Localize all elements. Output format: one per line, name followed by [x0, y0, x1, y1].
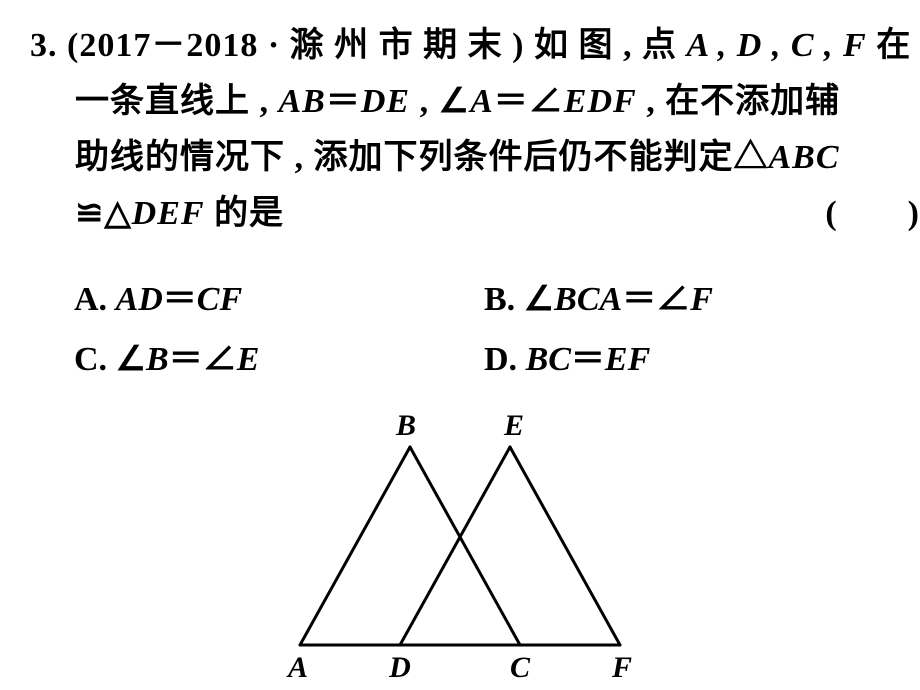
geometry-figure: B E A D C F — [260, 395, 660, 685]
stem-2a: 一条直线上 , — [75, 83, 279, 120]
stem-2d: , 在不添加辅 — [637, 83, 841, 120]
stem-1-suffix: 在 — [867, 27, 912, 64]
option-b-label: B. — [484, 281, 524, 318]
svg-text:D: D — [388, 651, 411, 684]
triangle-2: DEF — [132, 195, 205, 232]
stem-4b: 的是 — [205, 195, 285, 232]
figure-svg: B E A D C F — [260, 395, 660, 685]
stem-2b: , ∠ — [410, 83, 470, 120]
option-a-m: ＝ — [163, 281, 197, 318]
svg-text:A: A — [286, 651, 308, 684]
svg-text:C: C — [510, 651, 531, 684]
stem-1-prefix: (2017－2018 · 滁 州 市 期 末 ) 如 图 , 点 — [67, 27, 686, 64]
eq1-m: ＝ — [326, 83, 361, 120]
triangle-1: ABC — [769, 139, 840, 176]
stem-line-2: 一条直线上 , AB＝DE , ∠A＝∠EDF , 在不添加辅 — [30, 74, 900, 130]
page: 3. (2017－2018 · 滁 州 市 期 末 ) 如 图 , 点 A , … — [0, 0, 920, 690]
stem-4-left: ≌△DEF 的是 — [75, 186, 284, 242]
option-d-m: ＝ — [571, 341, 605, 378]
option-c-r: E — [237, 341, 260, 378]
options-row-2: C. ∠B＝∠E D. BC＝EF — [74, 330, 894, 390]
option-d-label: D. — [484, 341, 526, 378]
ang2: EDF — [564, 83, 637, 120]
option-d[interactable]: D. BC＝EF — [484, 330, 894, 390]
option-a-l: AD — [116, 281, 163, 318]
option-a[interactable]: A. AD＝CF — [74, 270, 484, 330]
figure-labels: B E A D C F — [286, 409, 632, 684]
svg-text:E: E — [503, 409, 524, 442]
option-b-l: BCA — [554, 281, 622, 318]
options-row-1: A. AD＝CF B. ∠BCA＝∠F — [74, 270, 894, 330]
option-b-r: F — [690, 281, 713, 318]
option-c-m: ＝∠ — [169, 341, 237, 378]
stem-4a: ≌△ — [75, 195, 132, 232]
question-number: 3. — [30, 27, 58, 64]
option-a-r: CF — [197, 281, 242, 318]
figure-lines — [300, 447, 620, 645]
option-c-l: B — [146, 341, 169, 378]
answer-blank: ( ) — [825, 186, 920, 242]
stem-1-points: A , D , C , F — [686, 27, 866, 64]
option-d-l: BC — [526, 341, 571, 378]
eq1-r: DE — [361, 83, 410, 120]
option-a-label: A. — [74, 281, 116, 318]
option-c-label: C. — [74, 341, 116, 378]
option-d-r: EF — [605, 341, 650, 378]
ang1: A — [470, 83, 494, 120]
eq1-l: AB — [279, 83, 326, 120]
option-c[interactable]: C. ∠B＝∠E — [74, 330, 484, 390]
stem-line-3: 助线的情况下 , 添加下列条件后仍不能判定△ABC — [30, 130, 900, 186]
stem-3a: 助线的情况下 , 添加下列条件后仍不能判定△ — [75, 139, 769, 176]
svg-text:B: B — [395, 409, 416, 442]
stem-2c: ＝∠ — [494, 83, 564, 120]
option-c-pre: ∠ — [116, 341, 146, 378]
option-b-m: ＝∠ — [622, 281, 690, 318]
svg-text:F: F — [611, 651, 632, 684]
options-block: A. AD＝CF B. ∠BCA＝∠F C. ∠B＝∠E D. BC＝EF — [74, 270, 894, 389]
stem-line-1: 3. (2017－2018 · 滁 州 市 期 末 ) 如 图 , 点 A , … — [30, 18, 900, 74]
question-stem: 3. (2017－2018 · 滁 州 市 期 末 ) 如 图 , 点 A , … — [30, 18, 900, 242]
option-b-pre: ∠ — [524, 281, 554, 318]
option-b[interactable]: B. ∠BCA＝∠F — [484, 270, 894, 330]
stem-line-4: ≌△DEF 的是 ( ) — [30, 186, 920, 242]
